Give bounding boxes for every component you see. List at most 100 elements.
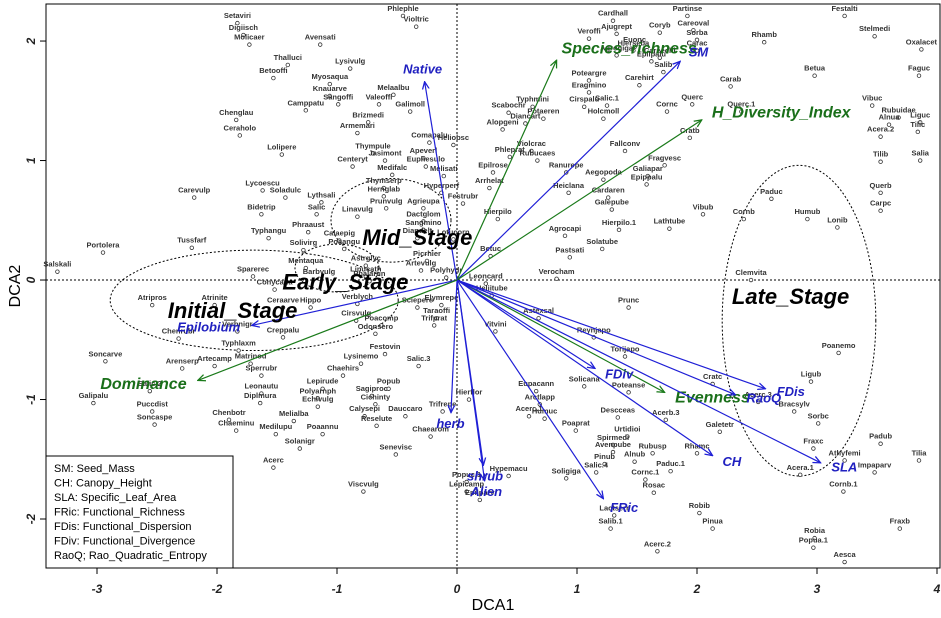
- vector-label: SLA: [831, 460, 857, 475]
- species-point: [283, 195, 288, 200]
- species-point: [363, 274, 368, 279]
- species-point: [421, 227, 426, 233]
- species-point: [662, 163, 667, 168]
- species-point: [897, 526, 902, 531]
- stage-ellipse: [721, 164, 877, 477]
- species-label: Betuc: [480, 244, 501, 253]
- species-point: [691, 28, 696, 33]
- species-label: Salic.4: [584, 460, 609, 469]
- species-label: Calaepig: [324, 229, 356, 238]
- species-point: [237, 133, 242, 138]
- species-label: Agrogiga: [600, 43, 634, 52]
- species-point: [523, 121, 528, 126]
- species-label: Alnub: [624, 450, 646, 459]
- species-label: Hernglab: [368, 184, 401, 193]
- species-point: [717, 429, 722, 434]
- species-point: [530, 104, 535, 109]
- stage-label: Mid_Stage: [362, 225, 472, 250]
- species-point: [100, 250, 106, 255]
- species-label: Camppatu: [287, 98, 324, 107]
- species-point: [661, 69, 666, 75]
- species-label: Acerc.2: [644, 539, 671, 548]
- species-point: [374, 423, 379, 429]
- species-label: Lonib: [827, 215, 848, 224]
- species-point: [421, 219, 426, 224]
- species-point: [769, 196, 774, 201]
- species-label: Popua.1: [799, 536, 828, 545]
- species-label: Athyfemi: [829, 448, 861, 457]
- species-point: [878, 208, 883, 213]
- stage-label: Initial_Stage: [168, 298, 298, 323]
- species-label: Tilic: [910, 120, 925, 129]
- vector-label: Evenness: [675, 389, 750, 406]
- species-label: Soladulc: [270, 186, 301, 195]
- species-label: Galetetr: [706, 420, 734, 429]
- species-label: Poteanse: [612, 380, 645, 389]
- species-point: [306, 230, 311, 235]
- species-label: Careechi: [644, 46, 676, 55]
- species-label: Careoval: [678, 18, 710, 27]
- vector-label: H_Diversity_Index: [712, 105, 852, 122]
- species-label: Fraxb: [890, 517, 911, 526]
- species-label: Salic.2: [138, 379, 162, 388]
- species-point: [916, 73, 922, 78]
- species-label: Veroffi: [577, 27, 600, 36]
- species-point: [536, 316, 541, 321]
- x-tick-label: 0: [454, 582, 461, 596]
- species-label: Puccdist: [137, 399, 169, 408]
- species-point: [663, 417, 668, 423]
- species-point: [756, 399, 761, 405]
- species-point: [687, 135, 692, 141]
- species-label: Vibub: [693, 202, 714, 211]
- vector-label: FDis: [777, 384, 805, 399]
- species-point: [626, 390, 631, 395]
- species-label: Polyhydr: [430, 266, 462, 275]
- species-label: Ajugrept: [601, 22, 632, 31]
- species-label: Salic: [308, 202, 326, 211]
- species-label: Barbvulg: [303, 267, 336, 276]
- species-label: Salib.1: [599, 517, 623, 526]
- vector-label: SM: [689, 44, 710, 59]
- species-point: [408, 109, 413, 114]
- species-label: Galepube: [595, 198, 629, 207]
- species-point: [762, 40, 767, 45]
- species-point: [381, 185, 386, 191]
- species-point: [149, 409, 155, 414]
- species-label: Solivirg: [290, 238, 318, 247]
- species-label: Violcrac: [517, 139, 546, 148]
- species-label: Oxalacet: [906, 37, 938, 46]
- species-label: Melisati: [430, 164, 458, 173]
- stage-label: Early_Stage: [282, 269, 408, 294]
- species-point: [526, 414, 532, 419]
- species-point: [179, 366, 185, 371]
- species-label: Aesca: [834, 550, 857, 559]
- species-point: [542, 416, 547, 421]
- species-label: Apeverl: [410, 146, 438, 155]
- stage-ellipse: [109, 249, 399, 352]
- species-label: Cornc.1: [631, 468, 659, 477]
- vector-label: Alien: [469, 484, 502, 499]
- species-point: [320, 386, 325, 391]
- species-label: Cardhall: [598, 9, 628, 18]
- species-point: [644, 182, 649, 187]
- legend-box: [45, 455, 234, 569]
- species-label: Linavulg: [342, 205, 373, 214]
- species-label: Poteargre: [571, 68, 606, 77]
- species-label: Setaviri: [224, 11, 251, 20]
- species-label: Querb: [870, 181, 893, 190]
- species-point: [362, 414, 367, 419]
- species-point: [685, 13, 690, 19]
- species-label: Festalti: [831, 4, 857, 13]
- species-label: Comapalu: [411, 131, 448, 140]
- plot-frame: [45, 3, 941, 569]
- legend-entry: FDis: Functional_Dispersion: [54, 521, 192, 533]
- species-point: [427, 140, 432, 145]
- species-label: Impaparv: [858, 460, 892, 469]
- species-label: Acera.1: [787, 463, 814, 472]
- species-label: Echivulg: [302, 395, 334, 404]
- species-label: Chenglau: [219, 108, 254, 117]
- species-point: [212, 302, 217, 308]
- species-label: Avenpube: [595, 440, 631, 449]
- species-point: [564, 476, 569, 481]
- vector-label: FRic: [610, 500, 639, 515]
